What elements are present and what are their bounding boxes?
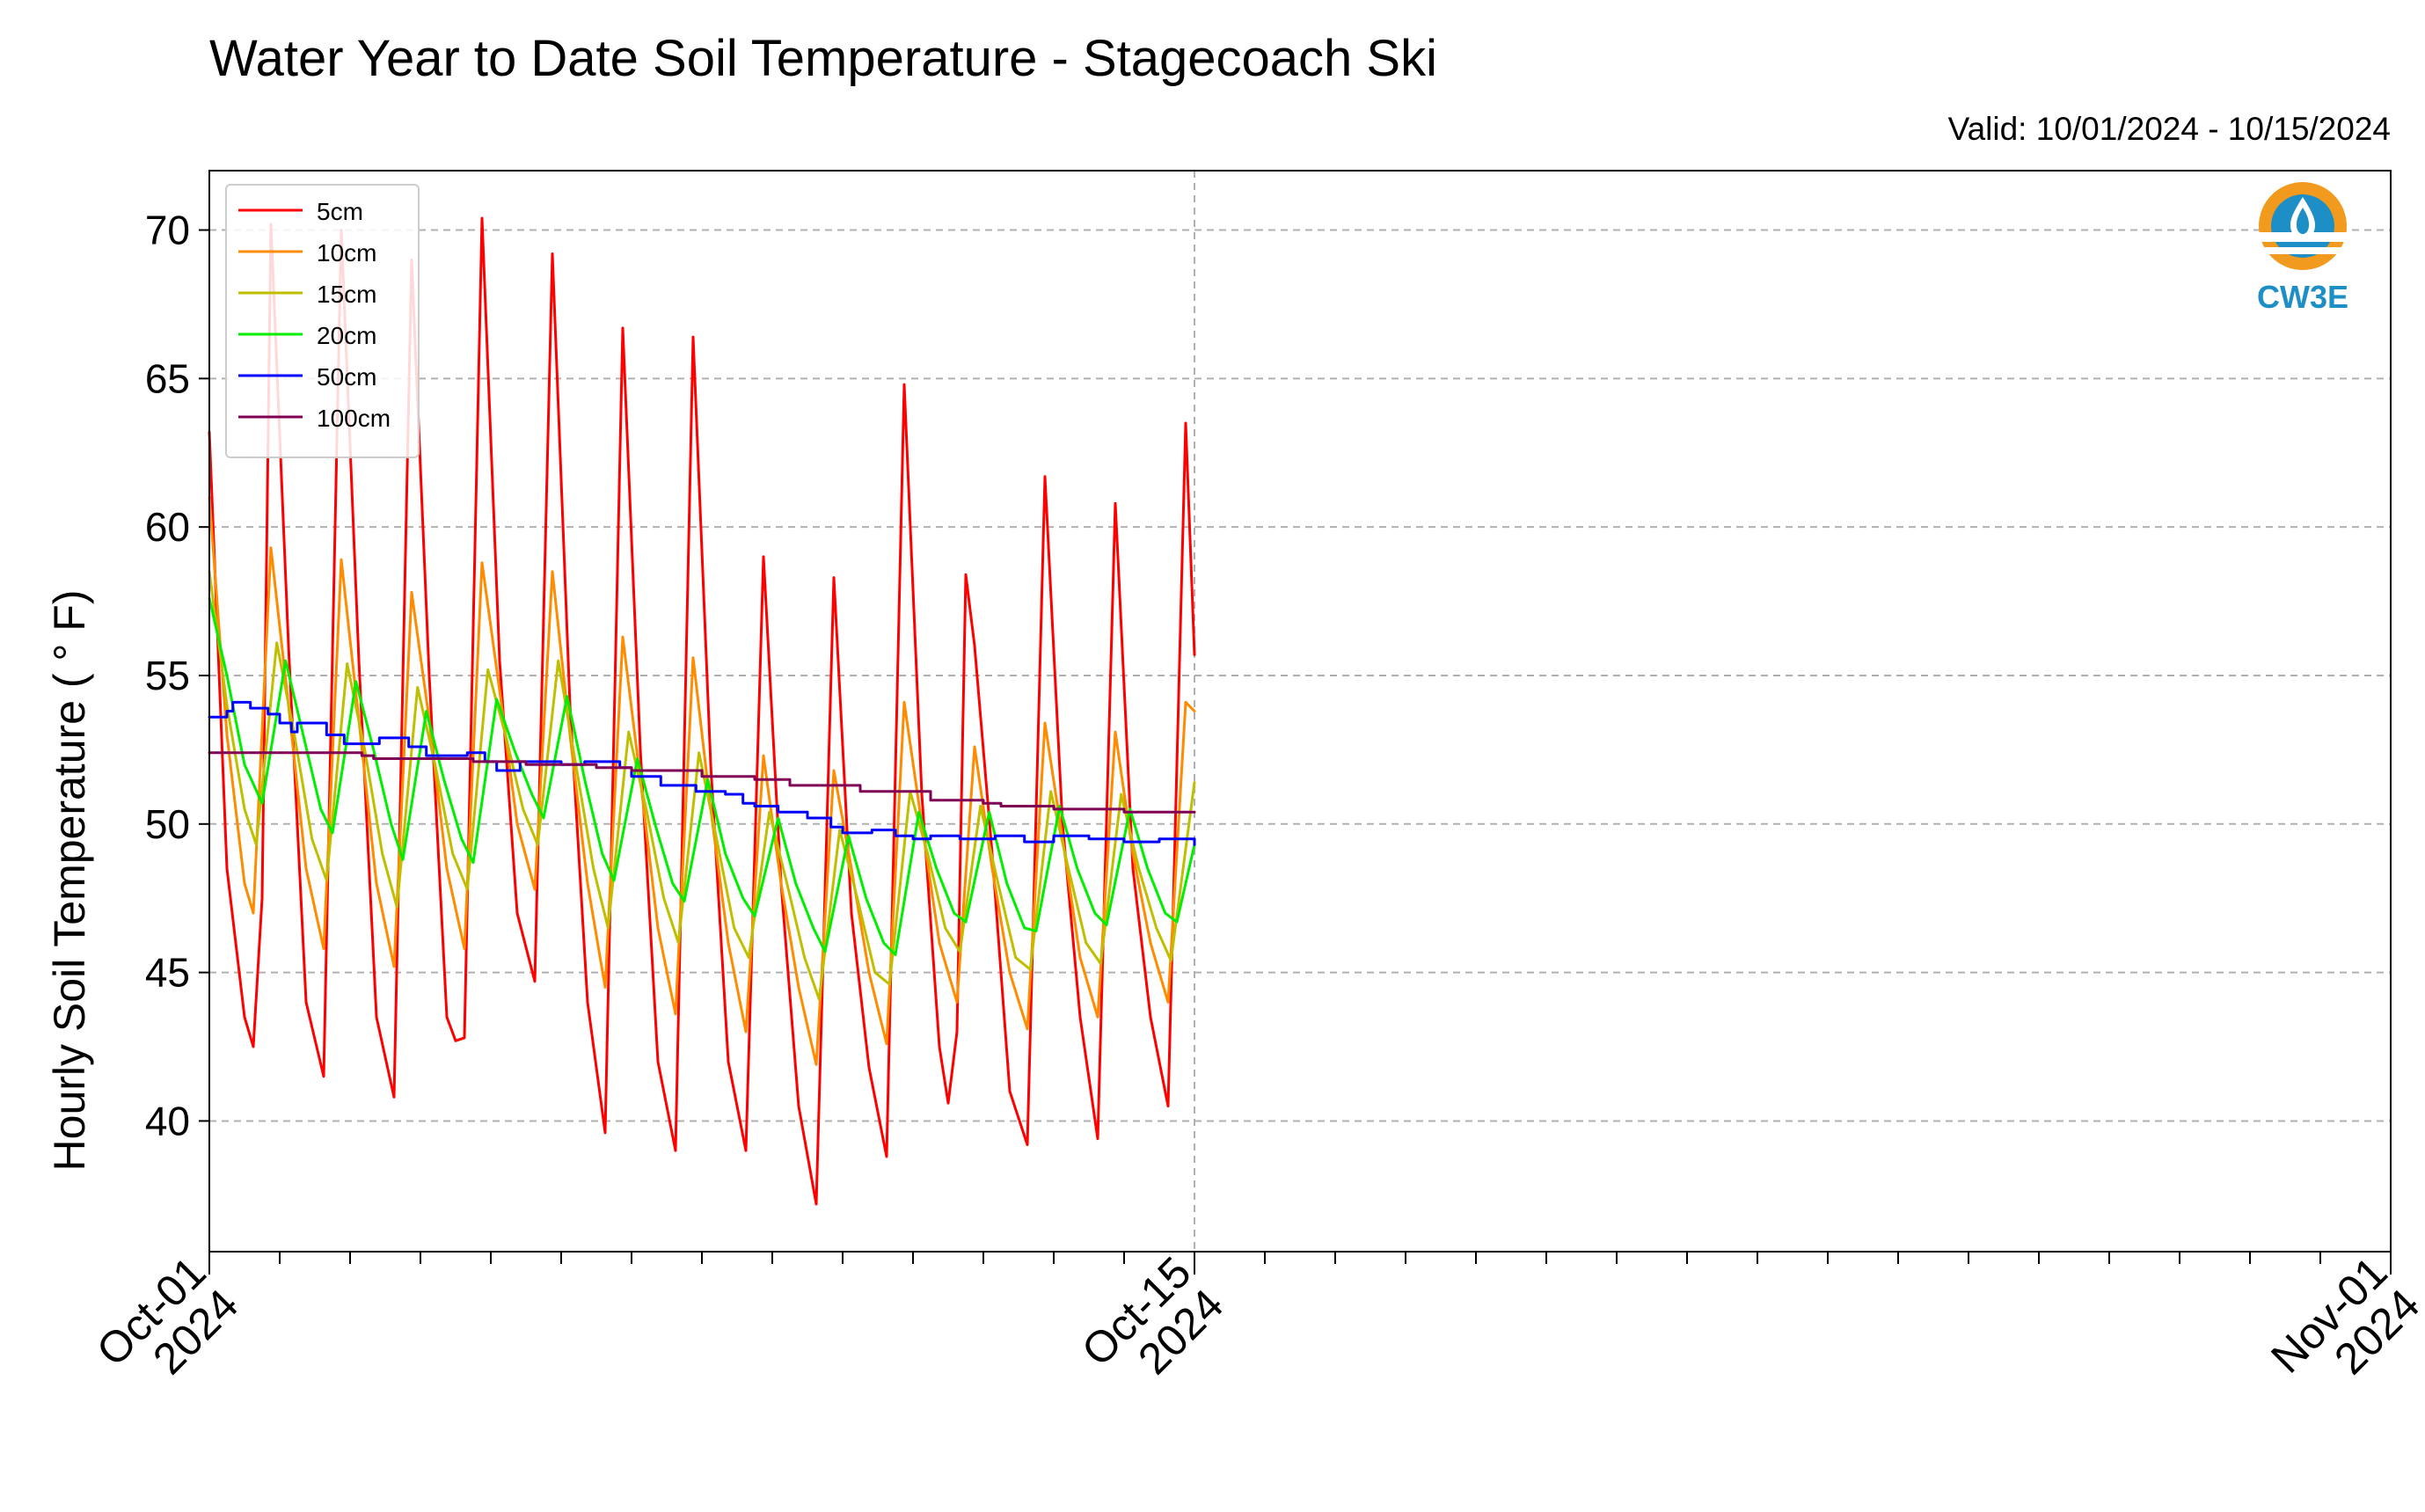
- legend-label: 50cm: [317, 363, 376, 391]
- series-line-100cm: [208, 751, 1196, 814]
- gridlines: [209, 171, 2391, 1252]
- legend: 5cm 10cm 15cm 20cm 50cm 100cm: [225, 184, 420, 458]
- y-tick-label: 70: [145, 208, 190, 253]
- y-tick-label: 50: [145, 801, 190, 847]
- y-tick-label: 45: [145, 950, 190, 996]
- chart-title: Water Year to Date Soil Temperature - St…: [209, 30, 1437, 87]
- cw3e-logo-text: CW3E: [2257, 279, 2348, 315]
- legend-label: 15cm: [317, 281, 376, 308]
- legend-label: 20cm: [317, 322, 376, 349]
- series-line-10cm: [208, 495, 1196, 1066]
- series-line-20cm: [208, 596, 1196, 956]
- cw3e-logo-mark: [2259, 182, 2347, 270]
- series-line-15cm: [208, 570, 1196, 1001]
- legend-label: 10cm: [317, 239, 376, 267]
- legend-label: 100cm: [317, 405, 391, 432]
- valid-range-label: Valid: 10/01/2024 - 10/15/2024: [1948, 111, 2391, 147]
- y-tick-label: 60: [145, 504, 190, 550]
- legend-label: 5cm: [317, 198, 363, 225]
- y-tick-label: 40: [145, 1098, 190, 1143]
- cw3e-logo: CW3E: [2257, 182, 2348, 315]
- y-tick-label: 55: [145, 653, 190, 698]
- y-tick-label: 65: [145, 355, 190, 401]
- series-line-50cm: [208, 700, 1196, 846]
- data-series: [208, 216, 1196, 1206]
- y-axis-label: Hourly Soil Temperature ( ° F): [45, 590, 94, 1172]
- plot-frame: [208, 170, 2392, 1253]
- series-line-5cm: [208, 216, 1196, 1206]
